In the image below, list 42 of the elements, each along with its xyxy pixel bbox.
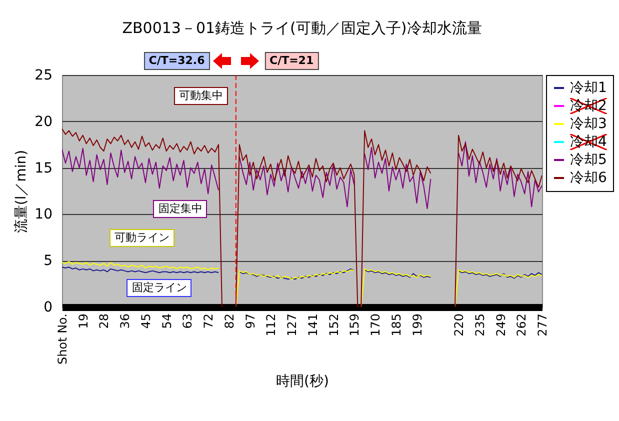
legend-label: 冷却1 <box>570 80 607 96</box>
annotation: 可動ライン <box>110 229 174 248</box>
annotation: 固定ライン <box>126 279 192 298</box>
x-tick-label: 72 <box>202 314 216 329</box>
x-tick-label: 277 <box>536 314 550 336</box>
y-axis-title: 流量(l／min) <box>14 150 30 234</box>
x-tick-label: 220 <box>452 314 466 336</box>
x-tick-label: 141 <box>306 314 320 336</box>
x-tick-label: 127 <box>285 314 300 336</box>
text: C/T=32.6 <box>144 52 210 70</box>
y-tick-label: 5 <box>44 253 52 270</box>
y-tick-label: 20 <box>34 114 52 130</box>
x-tick-label: Shot No. <box>56 314 70 365</box>
annotation: 可動集中 <box>174 87 228 106</box>
x-tick-label: 185 <box>389 314 404 336</box>
x-tick-label: 36 <box>118 314 132 329</box>
x-tick-label: 112 <box>264 314 278 336</box>
y-tick-label: 0 <box>44 300 52 316</box>
x-tick-label: 159 <box>348 314 362 336</box>
x-tick-label: 54 <box>160 314 174 329</box>
x-tick-label: 249 <box>494 314 508 336</box>
x-tick-label: 199 <box>410 314 424 336</box>
text: C/T=21 <box>264 52 319 70</box>
x-tick-label: 152 <box>326 314 341 336</box>
y-tick-label: 25 <box>34 68 52 84</box>
x-tick-label: 45 <box>138 314 153 329</box>
x-tick-label: 235 <box>472 314 487 336</box>
chart-title: ZB0013－01鋳造トライ(可動／固定入子)冷却水流量 <box>122 19 482 37</box>
x-tick-label: 170 <box>368 314 383 336</box>
legend-label: 冷却6 <box>570 170 607 186</box>
x-tick-label: 63 <box>180 314 195 329</box>
x-tick-label: 28 <box>97 314 112 329</box>
legend-label: 冷却3 <box>570 116 607 132</box>
x-tick-label: 97 <box>243 314 258 329</box>
legend-label: 冷却5 <box>570 152 607 168</box>
x-tick-label: 82 <box>222 314 236 329</box>
x-tick-label: 19 <box>76 314 90 329</box>
y-tick-label: 10 <box>34 206 52 223</box>
x-tick-label: 262 <box>514 314 529 336</box>
y-tick-label: 15 <box>34 160 52 176</box>
x-axis-title: 時間(秒) <box>276 374 329 390</box>
annotation: 固定集中 <box>153 200 208 218</box>
